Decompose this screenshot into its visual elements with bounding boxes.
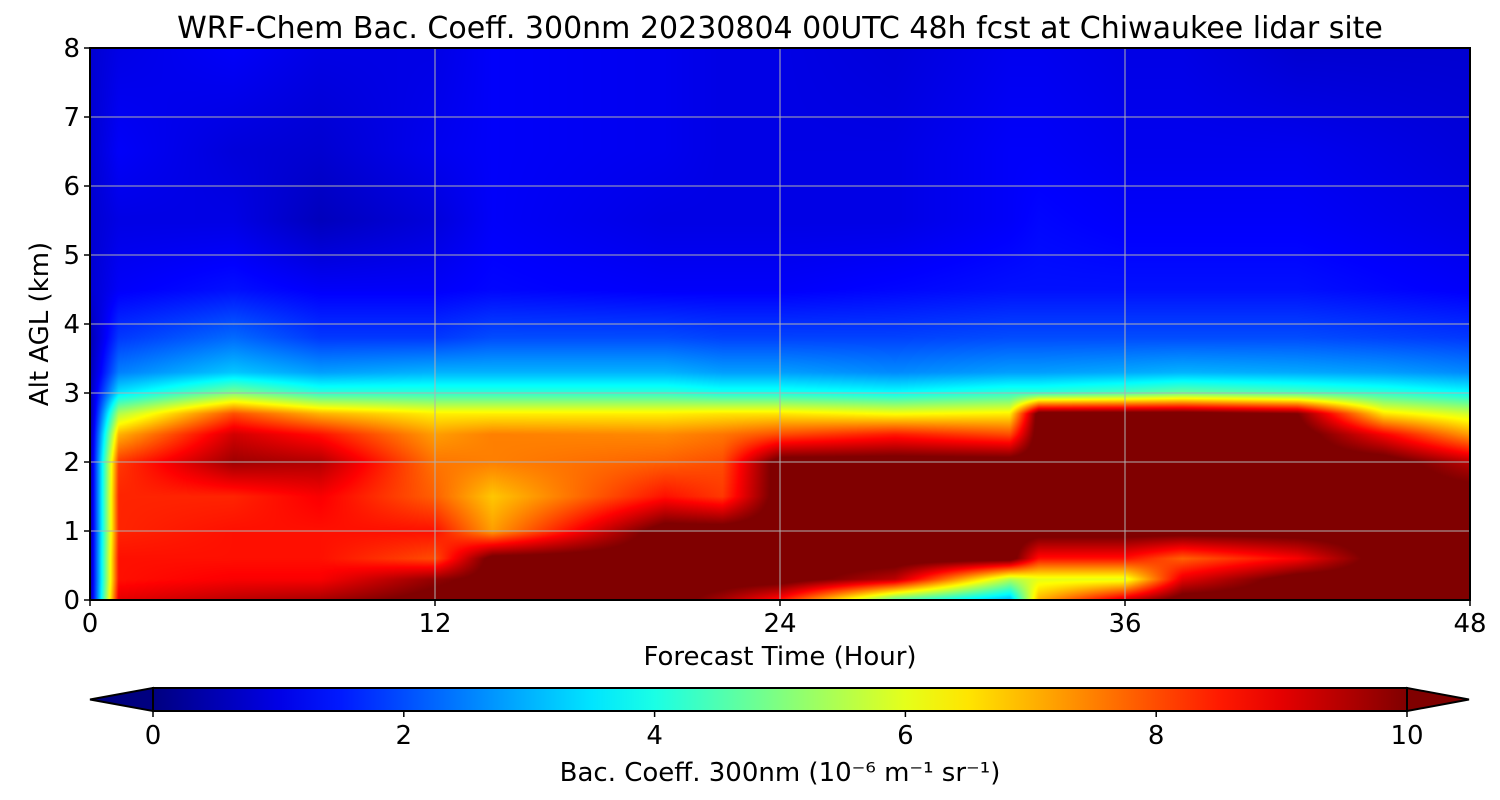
colorbar-tick-label: 0 [145,721,162,751]
y-axis-label: Alt AGL (km) [25,242,55,406]
x-tick-label: 36 [1108,609,1141,639]
colorbar-tick-label: 10 [1390,721,1423,751]
y-tick-label: 8 [63,34,80,64]
colorbar-tick-label: 4 [646,721,663,751]
y-tick-label: 4 [63,310,80,340]
x-axis: 0 12 24 36 48 [82,600,1487,639]
grid-lines [90,48,1470,600]
colorbar-tick-label: 2 [396,721,413,751]
y-tick-label: 0 [63,586,80,616]
x-tick-label: 24 [763,609,796,639]
colorbar: 0 2 4 6 8 10 Bac. Coeff. 300nm (10⁻⁶ m⁻¹ sr⁻¹… [89,686,1470,788]
y-tick-label: 7 [63,103,80,133]
colorbar-ticks: 0 2 4 6 8 10 [145,711,1424,751]
colorbar-gradient [153,688,1407,711]
colorbar-tick-label: 6 [897,721,914,751]
colorbar-extend-high [1406,686,1470,713]
colorbar-frame [152,687,1408,712]
x-tick-label: 0 [82,609,99,639]
x-tick-label: 12 [418,609,451,639]
x-tick-label: 48 [1453,609,1486,639]
colorbar-tick-label: 8 [1148,721,1165,751]
colorbar-label: Bac. Coeff. 300nm (10⁻⁶ m⁻¹ sr⁻¹) [560,758,1001,788]
y-axis: 0 1 2 3 4 5 6 7 8 [63,34,90,616]
colorbar-extend-low [89,686,154,713]
chart-title: WRF-Chem Bac. Coeff. 300nm 20230804 00UT… [177,11,1383,46]
x-axis-label: Forecast Time (Hour) [643,642,916,672]
y-tick-label: 1 [63,517,80,547]
y-tick-label: 5 [63,241,80,271]
plot-area [89,47,1471,601]
y-tick-label: 2 [63,448,80,478]
y-tick-label: 3 [63,379,80,409]
y-tick-label: 6 [63,172,80,202]
